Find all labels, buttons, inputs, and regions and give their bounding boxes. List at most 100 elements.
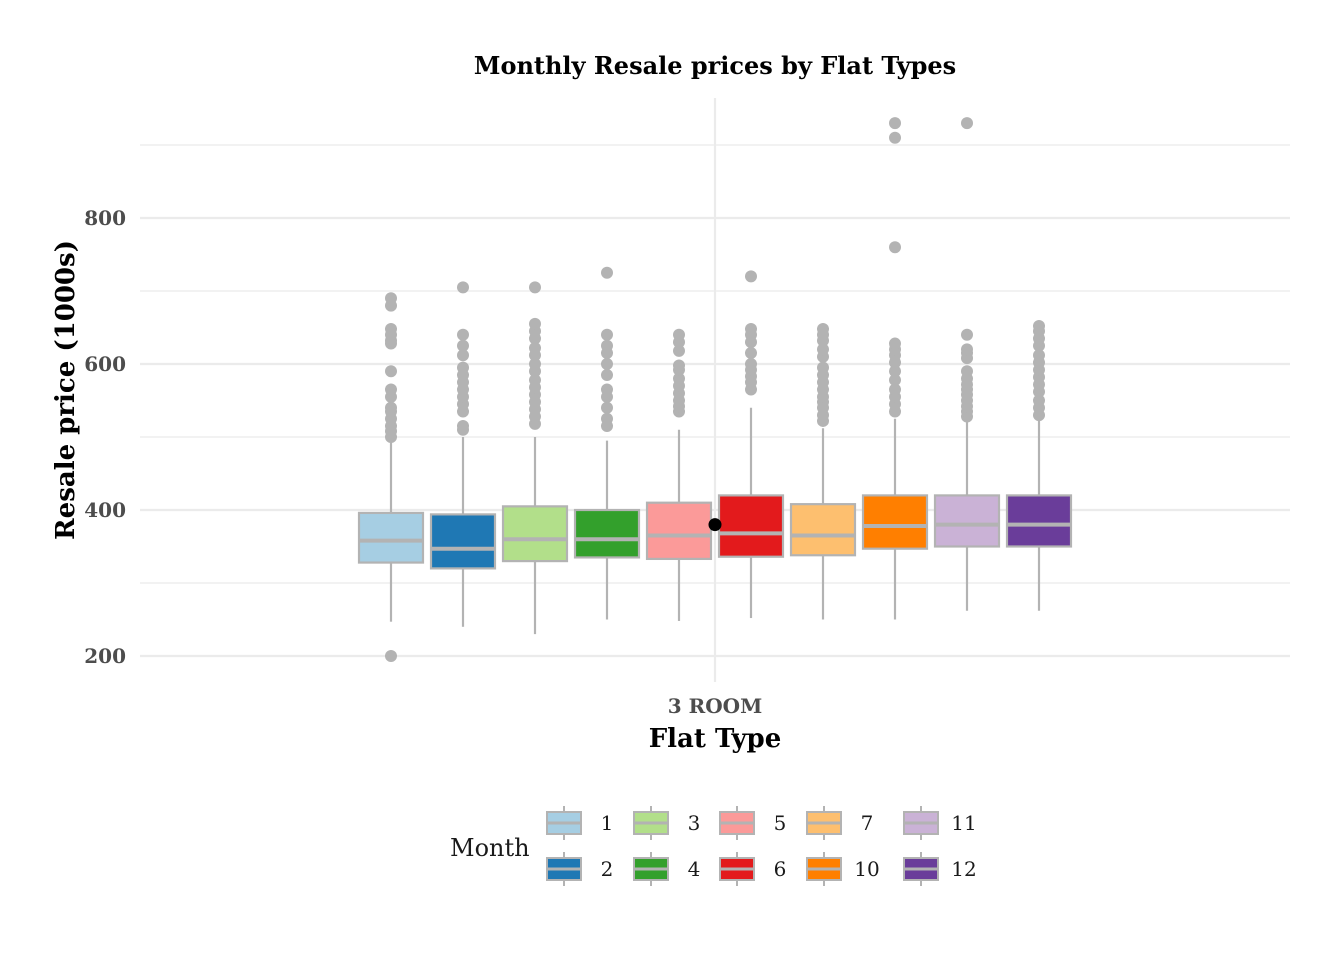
- box-month-4: [573, 266, 641, 620]
- box: [861, 494, 929, 550]
- outlier-point: [889, 365, 901, 378]
- outlier-point: [385, 401, 397, 414]
- legend-label: 1: [601, 811, 614, 835]
- outlier-point: [961, 328, 973, 341]
- y-tick-label: 200: [84, 644, 126, 668]
- outlier-point: [457, 349, 469, 362]
- outlier-point: [601, 383, 613, 396]
- outlier-point: [673, 344, 685, 357]
- legend-item-6: 6: [719, 852, 787, 886]
- outlier-point: [1033, 349, 1045, 362]
- outlier-point: [889, 131, 901, 144]
- outlier-point: [529, 317, 541, 330]
- box: [933, 494, 1001, 548]
- outlier-point: [529, 281, 541, 294]
- outlier-point: [529, 341, 541, 354]
- legend-label: 12: [951, 857, 976, 881]
- outlier-point: [601, 358, 613, 370]
- outlier-point: [673, 359, 685, 372]
- legend-item-12: 12: [903, 852, 977, 886]
- legend-label: 7: [861, 811, 874, 835]
- chart-title: Monthly Resale prices by Flat Types: [474, 51, 956, 80]
- outlier-point: [601, 368, 613, 381]
- box: [429, 513, 497, 570]
- outlier-point: [817, 322, 829, 335]
- outlier-point: [601, 412, 613, 425]
- y-tick-label: 600: [84, 352, 126, 376]
- legend-label: 2: [601, 857, 614, 881]
- legend-label: 5: [774, 811, 787, 835]
- box-month-10: [861, 117, 929, 620]
- legend-item-10: 10: [806, 852, 880, 886]
- outlier-point: [889, 374, 901, 387]
- box: [645, 501, 713, 561]
- outlier-point: [673, 328, 685, 341]
- box: [573, 508, 641, 559]
- box: [357, 511, 425, 564]
- outlier-point: [457, 361, 469, 374]
- legend-item-2: 2: [546, 852, 614, 886]
- outlier-point: [1033, 320, 1045, 333]
- legend-label: 10: [854, 857, 879, 881]
- legend-item-7: 7: [806, 806, 874, 840]
- y-tick-label: 400: [84, 498, 126, 522]
- outlier-point: [457, 339, 469, 352]
- legend-item-5: 5: [719, 806, 787, 840]
- box-month-5: [645, 328, 713, 621]
- legend-item-3: 3: [633, 806, 700, 840]
- outlier-point: [385, 322, 397, 335]
- outlier-point: [601, 401, 613, 414]
- outlier-point: [889, 241, 901, 254]
- y-axis-title: Resale price (1000s): [51, 240, 81, 540]
- legend-label: 6: [774, 857, 787, 881]
- outlier-point: [889, 117, 901, 130]
- x-tick-label: 3 ROOM: [668, 694, 762, 718]
- box: [717, 494, 785, 558]
- outlier-point: [457, 281, 469, 294]
- outlier-point: [385, 383, 397, 396]
- outlier-point: [961, 117, 973, 130]
- outlier-point: [745, 347, 757, 360]
- legend-item-4: 4: [633, 852, 701, 886]
- outlier-point: [889, 383, 901, 396]
- box-month-7: [789, 322, 857, 620]
- outlier-point: [889, 337, 901, 350]
- outlier-point: [601, 328, 613, 341]
- legend-title: Month: [450, 834, 530, 862]
- box-plots: [357, 117, 1073, 662]
- legend-label: 4: [688, 857, 701, 881]
- outlier-point: [961, 365, 973, 378]
- box: [789, 503, 857, 557]
- legend-item-11: 11: [903, 806, 977, 840]
- outlier-point: [817, 361, 829, 374]
- outlier-point: [529, 358, 541, 370]
- box-month-6: [717, 270, 785, 619]
- box: [501, 505, 569, 563]
- y-tick-label: 800: [84, 206, 126, 230]
- outlier-point: [457, 328, 469, 341]
- outlier-point: [385, 292, 397, 305]
- box: [1005, 494, 1073, 548]
- outlier-point: [457, 420, 469, 433]
- outlier-point: [601, 339, 613, 352]
- outlier-point: [961, 343, 973, 356]
- outlier-point: [673, 372, 685, 385]
- x-axis-title: Flat Type: [649, 724, 782, 754]
- outlier-point: [1033, 394, 1045, 407]
- grid-lines: [140, 98, 1290, 682]
- outlier-point: [745, 322, 757, 335]
- outlier-point: [745, 358, 757, 370]
- box-month-12: [1005, 320, 1073, 611]
- outlier-point: [385, 365, 397, 378]
- y-tick-labels: 200 400 600 800: [84, 206, 126, 668]
- outlier-point: [745, 270, 757, 283]
- mean-point: [708, 518, 722, 532]
- box-month-2: [429, 281, 497, 627]
- outlier-point: [601, 266, 613, 279]
- legend-item-1: 1: [546, 806, 614, 840]
- box-month-1: [357, 292, 425, 662]
- outlier-point: [385, 650, 397, 662]
- legend-label: 11: [951, 811, 976, 835]
